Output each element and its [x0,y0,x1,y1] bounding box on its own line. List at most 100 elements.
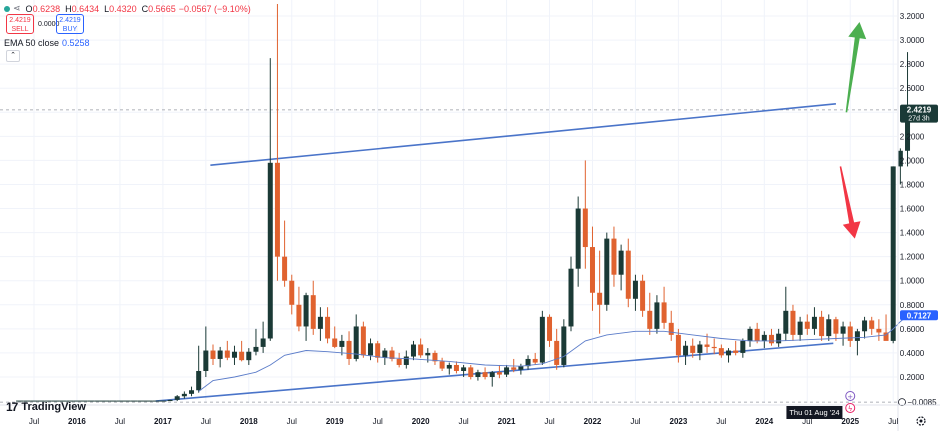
candle [518,363,524,375]
y-tick-label: 2.0000 [900,156,925,165]
y-tick-label: 1.2000 [900,253,925,262]
event-bolt-icon[interactable] [845,403,856,413]
tradingview-logo: 17 TradingView [6,400,86,414]
candle [568,256,574,332]
candle [897,148,903,185]
sell-button[interactable]: 2.4219 SELL [6,14,34,34]
candle [547,314,553,347]
candle-body [654,302,660,329]
candle-body [432,352,438,362]
x-tick-label: Jul [544,417,554,426]
candle-body [282,256,288,281]
candle [203,326,209,377]
candle [675,328,681,363]
candle [196,345,202,393]
trendlines [155,103,836,402]
candle [654,295,660,334]
candle-body [625,250,631,299]
candle [418,338,424,358]
price-scale-settings-icon[interactable] [898,398,906,406]
gear-icon-center [919,419,923,423]
candle [554,328,560,370]
candle-body [697,344,703,353]
share-icon[interactable]: ⋖ [13,3,21,13]
candle-body [905,109,911,151]
candle-body [811,316,817,329]
candle-body [854,331,860,341]
candle-body [582,208,588,248]
candle-body [547,316,553,341]
candle-body [496,372,502,375]
gear-icon[interactable] [916,416,926,426]
time-axis[interactable]: Jul 2016 Jul 2017 Jul 2018 Jul 2019 Jul 2020 Jul 20… [0,391,940,427]
symbol-dot-icon [4,5,10,12]
candle [217,346,223,368]
candle [410,340,416,361]
candle-body [260,338,266,347]
x-tick-label: 2023 [670,417,688,426]
ohlc-low: L0.4320 [104,3,137,14]
candle [754,322,760,344]
candle-body [310,295,316,329]
candle-body [876,328,882,333]
green-up-arrow[interactable] [845,22,867,113]
ema-price-tag-bg [900,310,938,321]
candle [718,344,724,358]
candle-body [475,372,481,377]
buy-button[interactable]: 2.4219 BUY [56,14,84,34]
candle [811,307,817,335]
candle [783,286,789,341]
candle-body [525,358,531,367]
candle-body [224,350,230,358]
candle-body [833,319,839,334]
price-axis[interactable]: 3.20003.00002.80002.60002.40002.20002.00… [897,0,938,431]
ohlc-close: C0.5665 [141,3,176,14]
candle-body [325,316,331,339]
candle [847,321,853,347]
last-price-tag: 2.4219 [907,106,932,115]
candle-body [410,344,416,357]
candle-body [711,346,717,349]
x-tick-label: 2024 [755,417,773,426]
candle [668,310,674,341]
crosshair-date-label: Thu 01 Aug '24 [789,408,839,417]
candle-body [439,361,445,369]
candle [833,316,839,341]
candle-body [296,304,302,327]
candle-body [511,367,517,370]
event-plus-icon[interactable] [845,391,856,401]
candle-body [482,372,488,377]
x-tick-label: 2018 [240,417,258,426]
candle [726,348,732,363]
candle [432,350,438,365]
candle [189,386,195,397]
y-tick-label: 1.4000 [900,229,925,238]
collapse-legend-button[interactable]: ⌃ [6,50,20,62]
candle [561,319,567,368]
candle [439,357,445,371]
ema-polyline [198,315,908,392]
trendline[interactable] [210,103,836,167]
buy-label: BUY [62,26,78,33]
red-down-arrow[interactable] [839,166,861,239]
candle-body [862,320,868,332]
y-tick-label: 0.8000 [900,301,925,310]
candle [346,331,352,365]
ema-legend[interactable]: EMA 50 close 0.5258 [4,38,90,48]
candle [332,326,338,349]
x-tick-label: Jul [29,417,39,426]
x-tick-label: Jul [201,417,211,426]
y-tick-label: 2.8000 [900,60,925,69]
candle [797,316,803,341]
candle-body [368,343,374,356]
candle [826,314,832,341]
candle-body [425,352,431,356]
candle-body [489,372,495,377]
candle-body [403,356,409,365]
candle [776,328,782,347]
candle [461,364,467,377]
candle-body [683,345,689,356]
candle [683,340,689,365]
candle [747,326,753,347]
